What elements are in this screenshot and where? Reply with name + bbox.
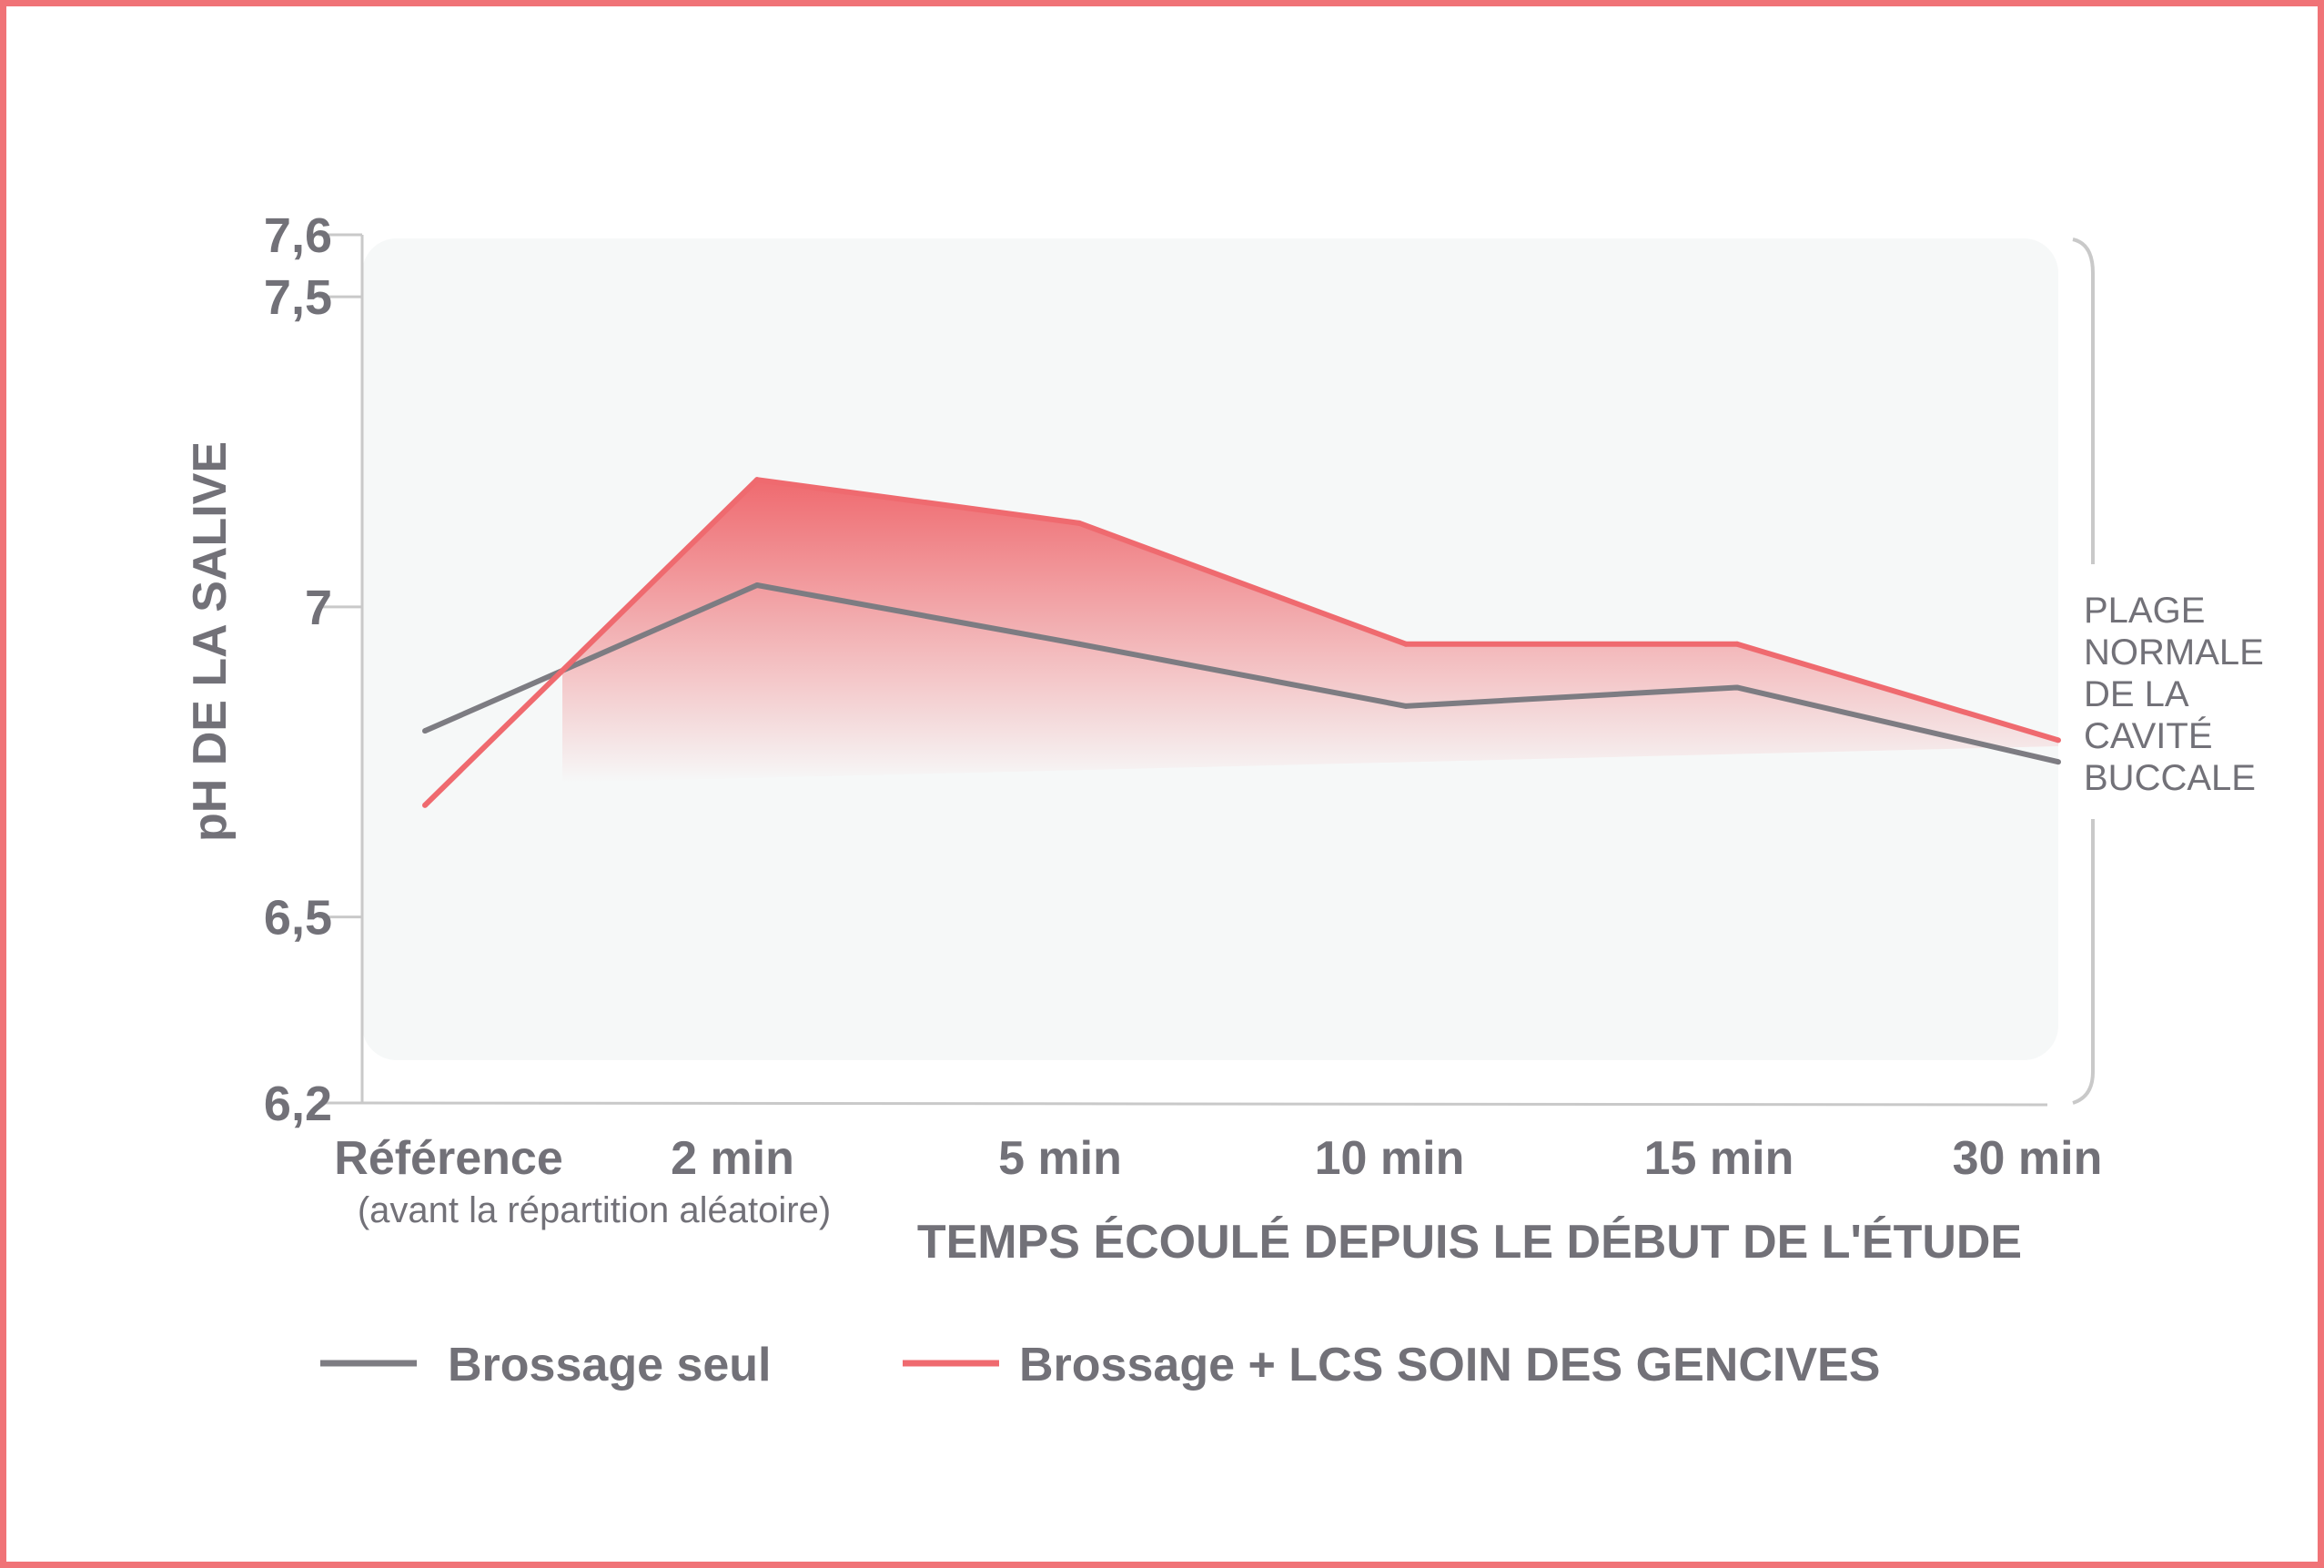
point-brossage-lcs [754, 477, 760, 483]
normal-range-label-line: DE LA [2084, 674, 2189, 714]
series-points [422, 477, 2061, 808]
x-axis-categories: Référence (avant la répartition aléatoire… [334, 1132, 2102, 1230]
point-brossage-seul [1403, 703, 1409, 709]
x-tick-label: 30 min [1953, 1132, 2103, 1185]
point-brossage-seul [1734, 684, 1740, 691]
point-brossage-lcs [422, 802, 428, 808]
y-tick-label: 6,2 [264, 1077, 332, 1131]
x-axis-title: TEMPS ÉCOULÉ DEPUIS LE DÉBUT DE L'ÉTUDE [917, 1216, 2022, 1269]
point-brossage-lcs [2056, 737, 2061, 744]
normal-range-bracket-top [2072, 238, 2095, 564]
point-brossage-seul [422, 728, 428, 734]
normal-range-label-line: CAVITÉ [2084, 715, 2213, 756]
point-brossage-lcs [1734, 641, 1740, 647]
series-line-brossage-lcs [422, 477, 2059, 808]
x-tick-sublabel: (avant la répartition aléatoire) [358, 1190, 831, 1230]
legend: Brossage seul Brossage + LCS SOIN DES GE… [320, 1339, 1880, 1391]
y-axis-title: pH DE LA SALIVE [184, 441, 237, 842]
x-axis-line [361, 1101, 2048, 1107]
x-tick-label: Référence [334, 1132, 562, 1185]
y-axis-ticks: 7,6 7,5 7 6,5 6,2 [264, 208, 362, 1131]
point-brossage-lcs [1403, 641, 1409, 647]
normal-range-label-line: NORMALE [2084, 632, 2264, 673]
y-tick-label: 6,5 [264, 891, 332, 946]
red-series-gradient-fill [562, 480, 2059, 783]
normal-range-bracket-bottom [2072, 819, 2095, 1105]
point-brossage-seul [2056, 759, 2061, 765]
y-tick-label: 7 [305, 581, 332, 635]
point-brossage-lcs [1076, 520, 1082, 526]
x-tick-label: 10 min [1315, 1132, 1465, 1185]
legend-label-brossage-seul: Brossage seul [448, 1339, 772, 1391]
y-tick-label: 7,6 [264, 208, 332, 263]
legend-label-brossage-lcs: Brossage + LCS SOIN DES GENCIVES [1019, 1339, 1880, 1391]
x-tick-label: 2 min [671, 1132, 794, 1185]
normal-range-label-line: PLAGE [2084, 591, 2205, 631]
y-tick-label: 7,5 [264, 270, 332, 325]
point-brossage-seul [754, 582, 760, 589]
normal-range-label-line: BUCCALE [2084, 758, 2256, 798]
series-line-brossage-seul [423, 582, 2059, 765]
x-tick-label: 15 min [1644, 1132, 1794, 1185]
x-tick-label: 5 min [998, 1132, 1122, 1185]
point-brossage-seul [1076, 641, 1082, 647]
